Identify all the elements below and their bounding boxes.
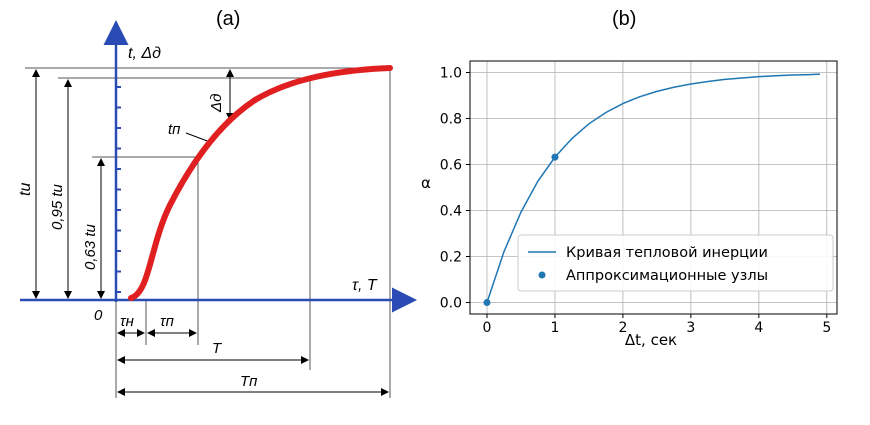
panel-b-label: (b) [612,8,637,30]
x-tick-label: 0 [483,320,492,336]
y-axis-ticks [116,86,121,293]
panel-a-label: (a) [216,8,241,30]
x-tick-label: 1 [550,320,559,336]
y-tick-label: 0.8 [440,112,462,128]
curve-label: tп [168,121,180,138]
curve-label-leader [185,132,211,143]
dim-095-label: 0,95 tи [49,183,66,230]
dim-full-label: tи [17,183,34,196]
y-tick-label: 0.6 [440,158,462,174]
series-line-thermal-inertia [486,73,821,303]
x-tick-label: 4 [754,320,763,336]
y-tick-label: 1.0 [440,66,462,82]
tick-marks: 0 1 2 3 4 5 0.0 0.2 0.4 0.6 0.8 1.0 [440,66,832,337]
approximation-node-point [551,153,559,161]
tau-p-label: τп [160,313,174,330]
approximation-node-point [483,299,491,306]
x-tick-label: 5 [822,320,831,336]
legend-point-swatch [538,271,546,279]
plot-frame [469,60,838,315]
heating-curve [128,65,393,301]
x-axis-title: Δt, сек [625,331,677,349]
y-tick-label: 0.2 [440,250,462,266]
T-label: T [212,340,223,357]
legend-box [517,234,834,292]
x-axis-label: τ, T [352,277,378,294]
legend: Кривая тепловой инерции Аппроксимационны… [517,234,834,292]
series-layer [483,73,821,306]
x-tick-label: 3 [686,320,695,336]
y-tick-label: 0.4 [440,204,462,220]
delta-label: Δд [208,94,225,113]
y-axis-title: α [421,174,431,192]
x-tick-label: 2 [618,320,627,336]
Tp-label: Tп [240,373,257,390]
y-axis-label: t, Δд [128,45,161,62]
origin-label: 0 [94,307,103,324]
legend-entry-line: Кривая тепловой инерции [566,245,768,261]
dim-063-label: 0,63 tи [82,223,99,270]
panel-a-diagram: t, Δд τ, T 0 tп Δд tи 0,95 tи 0,63 tи τн… [17,20,417,398]
tau-n-label: τн [120,313,134,330]
legend-entry-points: Аппроксимационные узлы [566,268,768,284]
y-tick-label: 0.0 [440,296,462,312]
